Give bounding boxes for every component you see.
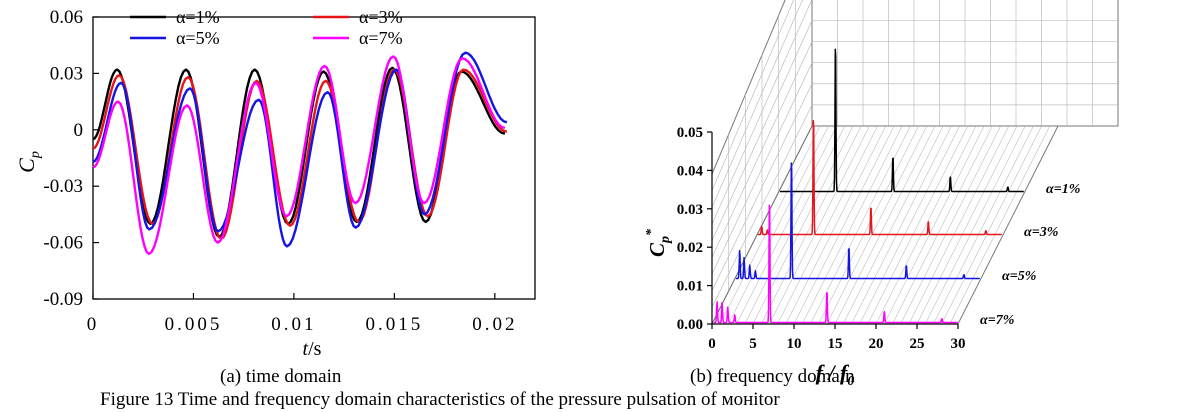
y-tick-label-b: 0.05 xyxy=(677,125,703,141)
floor-grid xyxy=(867,125,969,325)
floor-grid xyxy=(916,125,1018,325)
floor-grid xyxy=(933,125,1034,325)
floor-grid xyxy=(892,125,993,325)
spectrum-line-3 xyxy=(735,162,981,280)
x-axis-label-a: t/s xyxy=(303,338,322,360)
floor-grid xyxy=(924,125,1026,325)
legend-label: α=7% xyxy=(359,28,403,48)
x-tick-label-b: 20 xyxy=(869,336,884,352)
y-tick-label-b: 0.02 xyxy=(677,240,703,256)
floor-grid xyxy=(744,125,846,325)
y-tick-label-a: -0.09 xyxy=(43,289,83,310)
time-domain-chart: -0.09 -0.06 -0.03 0 0.03 0.06 0 0.005 0.01 0.015 0… xyxy=(14,7,536,360)
floor-grid xyxy=(949,125,1051,325)
figure-caption: Figure 13 Time and frequency domain char… xyxy=(100,389,780,410)
floor-grid xyxy=(810,125,911,325)
y-tick-label-b: 0.01 xyxy=(677,279,703,295)
floor-grid xyxy=(818,125,919,325)
legend-label: α=3% xyxy=(359,7,403,27)
legend-label: α=1% xyxy=(176,7,220,27)
legend-label: α=5% xyxy=(176,28,220,48)
caption-frequency-domain: (b) frequency domain xyxy=(690,366,855,387)
x-tick-label-b: 10 xyxy=(787,336,802,352)
spectrum-line-2 xyxy=(757,120,1003,236)
floor-grid xyxy=(728,125,829,325)
series-depth-label: α=3% xyxy=(1024,225,1058,240)
y-tick-label-a: -0.06 xyxy=(43,233,83,254)
floor-grid xyxy=(908,125,1010,325)
x-axis-label-b: f / f0 xyxy=(816,360,855,389)
x-tick-label-b: 5 xyxy=(749,336,757,352)
spectrum-line-1 xyxy=(779,48,1025,193)
caption-time-domain: (a) time domain xyxy=(220,366,342,387)
series-depth-label: α=7% xyxy=(980,313,1014,328)
floor-grid xyxy=(834,125,936,325)
floor-grid xyxy=(883,125,985,325)
y-tick-label-a: 0.06 xyxy=(50,7,83,28)
y-tick-label-a: 0.03 xyxy=(50,63,83,84)
y-axis-label-a: Cp xyxy=(14,151,43,173)
plot-frame-a xyxy=(92,16,536,300)
spectrum-line-4 xyxy=(713,204,959,324)
x-tick-label-a: 0.01 xyxy=(271,314,316,335)
floor-grid xyxy=(859,125,960,325)
floor-grid xyxy=(826,125,928,325)
floor-grid xyxy=(736,125,837,325)
y-tick-label-b: 0.00 xyxy=(677,317,703,333)
y-tick-label-a: -0.03 xyxy=(43,176,83,197)
y-tick-label-a: 0 xyxy=(74,120,84,141)
series-line-a-2 xyxy=(92,68,508,240)
floor-grid xyxy=(941,125,1042,325)
x-tick-label-b: 15 xyxy=(828,336,843,352)
y-tick-label-b: 0.03 xyxy=(677,202,703,218)
floor-grid xyxy=(801,125,903,325)
x-tick-label-a: 0 xyxy=(87,314,100,335)
x-tick-label-b: 30 xyxy=(951,336,966,352)
y-tick-label-b: 0.04 xyxy=(677,163,704,179)
floor-grid xyxy=(842,125,944,325)
series-depth-label: α=5% xyxy=(1002,269,1036,284)
frequency-domain-chart: 0.00 0.01 0.02 0.03 0.04 0.05 Cp* 0 5 10 15 20 25 30 f… xyxy=(644,0,1119,389)
floor-grid xyxy=(851,125,952,325)
floor-grid xyxy=(760,125,862,325)
floor-grid xyxy=(769,125,870,325)
floor-grid xyxy=(777,125,878,325)
y-axis-label-b: Cp* xyxy=(644,228,673,257)
floor-grid xyxy=(875,125,977,325)
x-tick-label-a: 0.005 xyxy=(165,314,223,335)
floor-grid xyxy=(900,125,1001,325)
floor-grid xyxy=(793,125,895,325)
series-line-a-3 xyxy=(92,51,508,248)
x-tick-label-b: 0 xyxy=(708,336,716,352)
floor-grid xyxy=(785,125,887,325)
x-tick-label-a: 0.015 xyxy=(365,314,423,335)
series-line-a-4 xyxy=(92,55,506,256)
x-tick-label-a: 0.02 xyxy=(472,314,517,335)
x-tick-label-b: 25 xyxy=(910,336,925,352)
series-depth-label: α=1% xyxy=(1046,182,1080,197)
